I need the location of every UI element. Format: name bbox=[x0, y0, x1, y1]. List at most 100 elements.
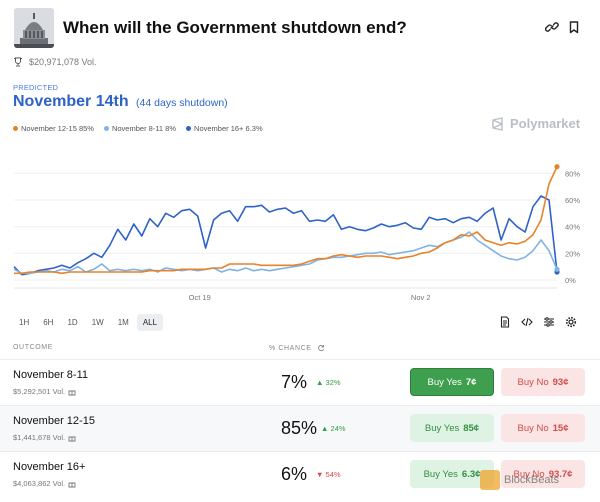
blockbeats-logo bbox=[480, 470, 500, 490]
outcome-volume-text: $1,441,678 Vol. bbox=[13, 433, 66, 442]
gift-icon bbox=[68, 390, 76, 395]
link-icon[interactable] bbox=[545, 20, 559, 34]
predicted-label: PREDICTED bbox=[13, 83, 59, 92]
series-line bbox=[14, 166, 558, 275]
range-1w-button[interactable]: 1W bbox=[91, 318, 104, 327]
refresh-icon[interactable] bbox=[317, 344, 325, 352]
embed-code-icon[interactable] bbox=[521, 316, 533, 328]
brand-name: Polymarket bbox=[510, 116, 581, 131]
outcome-chance: 7% bbox=[281, 372, 308, 392]
chance-change: ▲ 24% bbox=[321, 424, 346, 433]
chance-change: ▼ 54% bbox=[316, 470, 341, 479]
legend-item: November 12-15 85% bbox=[13, 124, 94, 133]
y-tick-label: 40% bbox=[565, 223, 580, 232]
polymarket-logo: Polymarket bbox=[491, 116, 580, 131]
legend-label: November 16+ 6.3% bbox=[194, 124, 263, 133]
range-1d-button[interactable]: 1D bbox=[67, 318, 78, 327]
series-end-point bbox=[554, 266, 560, 272]
legend-label: November 12-15 85% bbox=[21, 124, 94, 133]
chance-change-value: 32% bbox=[325, 378, 341, 387]
market-volume: $20,971,078 Vol. bbox=[13, 57, 97, 67]
legend-item: November 8-11 8% bbox=[103, 124, 177, 133]
chart-legend: November 12-15 85% November 8-11 8% Nove… bbox=[13, 124, 263, 133]
predicted-detail: (44 days shutdown) bbox=[136, 97, 228, 109]
outcome-column-header: OUTCOME bbox=[13, 344, 53, 351]
outcome-volume: $5,292,501 Vol. bbox=[13, 387, 76, 396]
y-tick-label: 60% bbox=[565, 196, 580, 205]
down-arrow-icon: ▼ bbox=[316, 470, 324, 479]
outcome-volume: $1,441,678 Vol. bbox=[13, 433, 76, 442]
outcome-name[interactable]: November 12-15 bbox=[13, 415, 95, 427]
capitol-thumbnail bbox=[14, 8, 54, 48]
buy-yes-label: Buy Yes bbox=[423, 468, 458, 480]
watermark-text: BlockBeats bbox=[504, 474, 560, 486]
chance-header-label: % CHANCE bbox=[269, 344, 312, 352]
buy-no-label: Buy No bbox=[517, 376, 549, 388]
polymarket-icon bbox=[492, 116, 503, 131]
buy-no-button[interactable]: Buy No 93¢ bbox=[501, 368, 585, 396]
buy-no-price: 15¢ bbox=[552, 422, 569, 434]
outcome-table-header: OUTCOME % CHANCE bbox=[13, 344, 587, 352]
range-6h-button[interactable]: 6H bbox=[43, 318, 54, 327]
predicted-date: November 14th bbox=[13, 93, 129, 110]
range-1m-button[interactable]: 1M bbox=[117, 318, 129, 327]
up-arrow-icon: ▲ bbox=[321, 424, 329, 433]
outcome-name[interactable]: November 8-11 bbox=[13, 369, 88, 381]
outcome-row: November 12-15 $1,441,678 Vol. 85% ▲ 24%… bbox=[0, 405, 600, 451]
buy-yes-price: 6.3¢ bbox=[461, 468, 481, 480]
y-tick-label: 80% bbox=[565, 169, 580, 178]
legend-item: November 16+ 6.3% bbox=[186, 124, 263, 133]
range-all-button[interactable]: ALL bbox=[136, 314, 164, 331]
buy-no-label: Buy No bbox=[517, 422, 549, 434]
legend-dot bbox=[186, 126, 192, 131]
x-tick-label: Oct 19 bbox=[189, 293, 211, 302]
sliders-icon[interactable] bbox=[543, 316, 555, 328]
legend-dot bbox=[103, 126, 109, 131]
buy-yes-price: 7¢ bbox=[465, 376, 477, 388]
outcome-name[interactable]: November 16+ bbox=[13, 461, 86, 473]
market-title: When will the Government shutdown end? bbox=[63, 18, 407, 37]
buy-yes-price: 85¢ bbox=[463, 422, 480, 434]
settings-gear-icon[interactable] bbox=[565, 316, 577, 328]
price-history-chart: 80% 60% 40% 20% 0% Oct 19 Nov 2 bbox=[13, 164, 580, 302]
chance-change: ▲ 32% bbox=[316, 378, 341, 387]
chance-column-header: % CHANCE bbox=[269, 344, 325, 352]
buy-yes-button[interactable]: Buy Yes 7¢ bbox=[410, 368, 494, 396]
chance-change-value: 24% bbox=[330, 424, 346, 433]
document-icon[interactable] bbox=[499, 316, 511, 328]
buy-no-button[interactable]: Buy No 93.7¢ bbox=[501, 460, 585, 488]
predicted-outcome: November 14th (44 days shutdown) bbox=[13, 93, 228, 111]
time-range-selector: 1H 6H 1D 1W 1M ALL bbox=[13, 314, 164, 331]
volume-text: $20,971,078 Vol. bbox=[29, 57, 97, 67]
outcome-volume-text: $4,063,862 Vol. bbox=[13, 479, 66, 488]
buy-no-button[interactable]: Buy No 15¢ bbox=[501, 414, 585, 442]
y-tick-label: 20% bbox=[565, 249, 580, 258]
gift-icon bbox=[68, 482, 76, 487]
series-line bbox=[13, 231, 558, 275]
outcome-volume-text: $5,292,501 Vol. bbox=[13, 387, 66, 396]
outcome-chance: 85% bbox=[281, 418, 318, 438]
outcome-chance: 6% bbox=[281, 464, 308, 484]
buy-yes-label: Buy Yes bbox=[427, 376, 462, 388]
range-1h-button[interactable]: 1H bbox=[19, 318, 30, 327]
legend-dot bbox=[13, 126, 18, 131]
gift-icon bbox=[68, 436, 76, 441]
buy-yes-label: Buy Yes bbox=[424, 422, 460, 434]
x-tick-label: Nov 2 bbox=[411, 293, 431, 302]
chance-change-value: 54% bbox=[325, 470, 341, 479]
buy-no-label: Buy No bbox=[513, 468, 545, 480]
buy-no-price: 93.7¢ bbox=[548, 468, 573, 480]
legend-label: November 8-11 8% bbox=[111, 124, 177, 133]
buy-yes-button[interactable]: Buy Yes 85¢ bbox=[410, 414, 494, 442]
outcome-volume: $4,063,862 Vol. bbox=[13, 479, 76, 488]
market-header: When will the Government shutdown end? bbox=[14, 8, 586, 48]
y-tick-label: 0% bbox=[565, 276, 576, 285]
outcome-row: November 8-11 $5,292,501 Vol. 7% ▲ 32% B… bbox=[0, 359, 600, 405]
up-arrow-icon: ▲ bbox=[316, 378, 324, 387]
blockbeats-watermark: BlockBeats bbox=[480, 470, 559, 490]
chart-tools bbox=[499, 316, 577, 328]
series-line bbox=[13, 195, 558, 276]
bookmark-icon[interactable] bbox=[567, 20, 581, 34]
series-end-point bbox=[554, 164, 560, 170]
trophy-icon bbox=[14, 57, 22, 67]
